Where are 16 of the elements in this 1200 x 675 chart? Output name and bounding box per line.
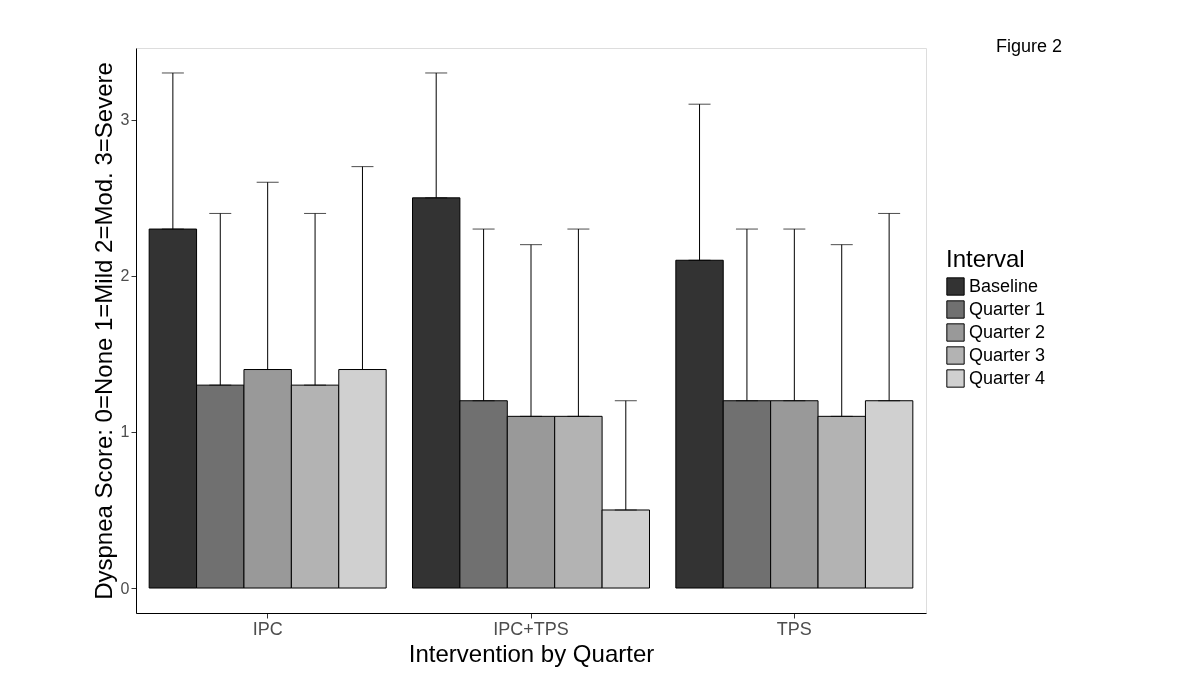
legend-label: Quarter 1 xyxy=(969,298,1046,319)
x-tick-label: TPS xyxy=(776,618,812,639)
caption: Figure 2 xyxy=(996,36,1063,56)
x-axis-title: Intervention by Quarter xyxy=(408,639,655,667)
x-tick-label: IPC xyxy=(252,618,283,639)
y-tick-label: 0 xyxy=(120,579,130,597)
legend-title: Interval xyxy=(946,245,1025,272)
y-tick-label: 1 xyxy=(120,423,130,441)
legend-label: Quarter 2 xyxy=(969,321,1046,342)
legend-label: Baseline xyxy=(969,275,1039,296)
legend-label: Quarter 3 xyxy=(969,344,1046,365)
x-tick-label: IPC+TPS xyxy=(493,618,569,639)
y-tick-label: 3 xyxy=(120,111,130,129)
legend-label: Quarter 4 xyxy=(969,367,1046,388)
y-tick-label: 2 xyxy=(120,267,130,285)
y-axis-title: Dyspnea Score: 0=None 1=Mild 2=Mod. 3=Severe xyxy=(89,62,117,600)
